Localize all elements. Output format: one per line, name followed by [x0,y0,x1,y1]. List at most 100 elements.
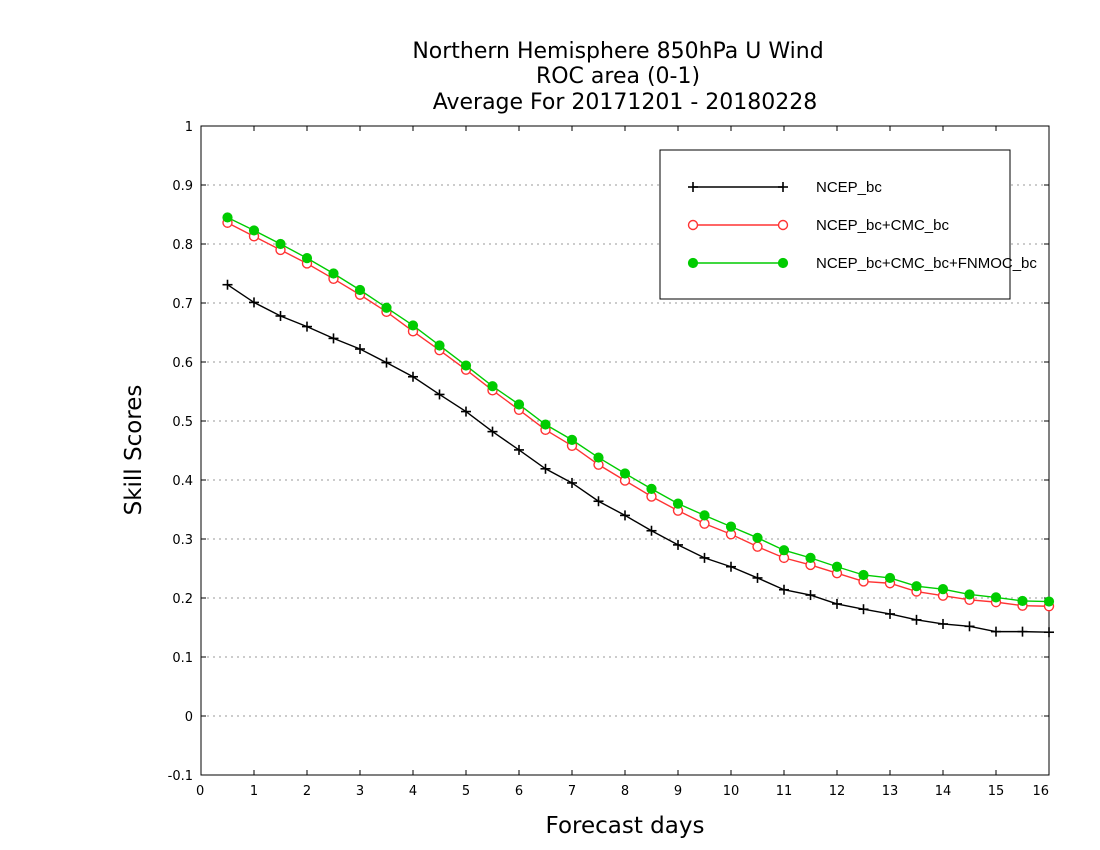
x-tick-label: 11 [776,784,793,799]
data-point [328,268,339,279]
data-point [540,463,551,474]
y-tick-label: 1 [185,120,193,135]
data-point [540,419,551,430]
data-point [355,344,365,355]
data-point [275,310,286,321]
data-point [408,371,418,382]
data-point [222,212,233,223]
data-point [777,219,789,231]
data-point [1017,595,1028,607]
data-point [354,284,366,296]
series-NCEP_bc [222,279,1054,638]
x-tick-label: 4 [409,784,417,799]
data-point [407,320,419,331]
data-point [778,182,788,192]
data-point [646,483,657,494]
data-point [566,434,578,445]
x-tick-label: 12 [829,784,846,799]
series-group [222,212,1055,638]
data-point [687,257,699,269]
y-tick-label: 0 [185,710,193,725]
x-tick-label: 1 [250,784,258,799]
data-point [381,302,392,313]
y-tick-label: 0.5 [172,415,193,430]
legend-label: NCEP_bc [816,179,882,196]
y-tick-label: 0.8 [172,238,193,253]
data-point [964,589,975,600]
data-point [593,496,604,507]
data-point [275,238,286,250]
data-point [937,584,949,595]
data-point [990,592,1002,603]
data-point [911,581,922,592]
chart-title-line-1: Northern Hemisphere 850hPa U Wind [412,39,823,64]
y-tick-label: 0.9 [172,179,193,194]
x-tick-label: 2 [303,784,311,799]
x-tick-label: 7 [568,784,576,799]
data-point [687,219,699,231]
chart-title-line-2: ROC area (0-1) [536,64,700,89]
data-point [619,468,631,479]
x-tick-label: 0 [196,784,204,799]
x-tick-label: 15 [988,784,1005,799]
data-point [885,608,895,619]
data-point [752,532,763,543]
data-point [725,521,737,532]
data-point [487,426,498,437]
x-tick-label: 13 [882,784,899,799]
legend-entry: NCEP_bc+CMC_bc [687,217,949,234]
data-point [567,477,577,488]
data-point [672,498,684,509]
data-point [938,618,948,629]
y-tick-label: 0.4 [172,474,193,489]
data-point [831,561,843,572]
data-point [302,321,312,332]
data-point [593,452,604,463]
x-tick-label: 14 [935,784,952,799]
y-tick-label: 0.7 [172,297,193,312]
data-point [461,406,471,417]
y-tick-label: -0.1 [168,769,193,784]
legend-entry: NCEP_bc+CMC_bc+FNMOC_bc [687,255,1037,272]
data-point [858,604,869,615]
data-point [858,569,869,581]
axis-ticks: -0.100.10.20.30.40.50.60.70.80.910 1 2 3 4 5 6… [168,120,1050,799]
x-tick-label: 5 [462,784,470,799]
data-point [777,257,789,269]
data-point [434,340,445,351]
data-point [222,279,233,290]
data-point [328,333,339,344]
data-point [514,444,524,455]
data-point [248,225,260,236]
legend-items: NCEP_bc NCEP_bc+CMC_bc NCEP_bc+CMC_bc+FNMO… [687,179,1037,272]
x-axis-label: Forecast days [546,813,705,839]
data-point [699,510,710,521]
data-point [688,182,698,192]
data-point [1044,627,1054,638]
y-axis-label: Skill Scores [121,385,147,516]
series-line [227,284,1050,633]
data-point [805,552,816,563]
x-tick-label: 16 [1032,784,1049,799]
data-point [779,584,789,595]
data-point [884,572,896,584]
data-point [991,626,1001,637]
data-point [381,357,392,368]
data-point [752,572,763,583]
data-point [646,525,657,536]
x-tick-label: 9 [674,784,682,799]
data-point [699,552,710,563]
data-point [805,590,816,601]
data-point [301,253,313,264]
data-point [726,561,736,572]
data-point [964,621,975,632]
data-point [911,614,922,625]
data-point [620,510,630,521]
data-point [249,297,259,308]
series-NCEP_bc+CMC_bc+FNMOC_bc [222,212,1055,607]
data-point [460,360,472,371]
chart-title-line-3: Average For 20171201 - 20180228 [433,90,818,115]
y-tick-label: 0.6 [172,356,193,371]
y-tick-label: 0.1 [172,651,193,666]
